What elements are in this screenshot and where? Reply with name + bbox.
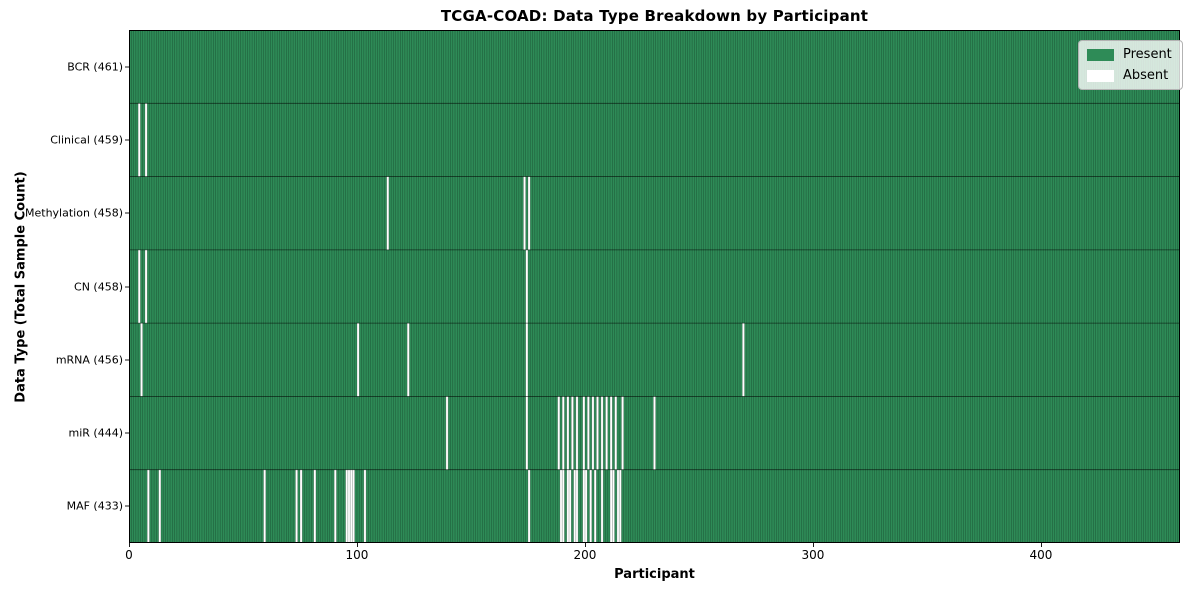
y-tick-label-methylation: Methylation (458) [25,206,123,220]
absent-cell [347,469,351,543]
absent-cell [313,469,316,543]
x-tick-label: 0 [125,548,133,562]
absent-cell [575,396,579,470]
absent-cell [407,323,410,397]
absent-cell [138,249,141,324]
absent-cell [587,396,590,470]
absent-cell [386,176,389,250]
x-tick-label: 100 [345,548,369,562]
absent-cell [144,103,148,177]
absent-cell [345,469,348,543]
x-tick-mark [129,543,130,547]
y-tick-mark [125,432,129,434]
absent-cell [605,396,608,470]
absent-cell [569,469,572,543]
absent-cell [573,469,576,543]
absent-cell [653,396,656,470]
absent-cell [299,469,303,543]
absent-cell [140,323,143,397]
absent-cell [566,396,570,470]
absent-cell [600,469,604,543]
legend-label: Absent [1123,68,1169,83]
y-tick-mark [125,359,129,361]
absent-cell [610,396,613,470]
y-tick-label-clinical: Clinical (459) [50,133,123,147]
absent-cell [525,249,528,324]
absent-cell [582,469,585,543]
absent-cell [525,323,528,397]
absent-cell [621,396,624,470]
y-tick-label-maf: MAF (433) [66,499,123,513]
cell-edge-lines [130,30,1179,543]
absent-cell [591,396,595,470]
absent-cell [356,323,360,397]
legend: Present Absent [1078,40,1183,90]
absent-cell [527,176,531,250]
absent-cell [566,469,570,543]
x-tick-label: 200 [573,548,597,562]
y-tick-label-cn: CN (458) [74,280,123,293]
absent-cell [295,469,298,543]
absent-cell [612,469,615,543]
absent-cell [575,469,579,543]
absent-cell [610,469,613,543]
legend-swatch-present [1087,48,1114,61]
plot-area [129,30,1180,543]
absent-cell [562,396,565,470]
absent-cell [263,469,266,543]
absent-cell [562,469,565,543]
absent-cell [158,469,161,543]
absent-cell [527,469,531,543]
row-separator-lines [129,102,1180,471]
absent-cell [619,469,622,543]
x-axis-label: Participant [614,567,695,582]
y-tick-label-mrna: mRNA (456) [55,353,123,367]
x-tick-mark [812,543,814,547]
y-tick-mark [125,66,129,68]
absent-cell [582,396,585,470]
absent-cell [138,103,141,177]
absent-cell [614,396,617,470]
y-tick-mark [125,505,129,507]
x-tick-mark [584,543,586,547]
y-tick-mark [125,139,129,141]
absent-cell [445,396,449,470]
x-tick-mark [356,543,358,547]
absent-cell [571,396,574,470]
presence-heatmap [129,30,1180,543]
y-tick-mark [125,212,129,214]
absent-cell [559,469,563,543]
absent-cell [525,396,528,470]
absent-cell [523,176,526,250]
plot-border [129,30,1180,543]
x-tick-label: 400 [1029,548,1053,562]
absent-cell [350,469,353,543]
absent-cell [600,396,604,470]
y-tick-label-bcr: BCR (461) [67,60,123,74]
legend-label: Present [1123,47,1172,62]
absent-cell [616,469,620,543]
absent-cell [363,469,367,543]
absent-cell [742,323,745,397]
legend-swatch-absent [1087,69,1114,82]
absent-cell [352,469,355,543]
absent-cell [147,469,150,543]
x-tick-mark [1040,543,1042,547]
legend-entry-present: Present [1087,46,1172,63]
absent-cell [589,469,592,543]
absent-cell [584,469,588,543]
x-tick-label: 300 [801,548,825,562]
absent-cell [144,249,148,324]
legend-entry-absent: Absent [1087,67,1172,84]
absent-cell [557,396,560,470]
absent-cell [596,396,599,470]
y-tick-mark [125,286,129,287]
absent-cell [334,469,337,543]
chart-title: TCGA-COAD: Data Type Breakdown by Partic… [440,7,869,25]
absent-cell [594,469,597,543]
y-tick-label-mir: miR (444) [68,426,124,440]
